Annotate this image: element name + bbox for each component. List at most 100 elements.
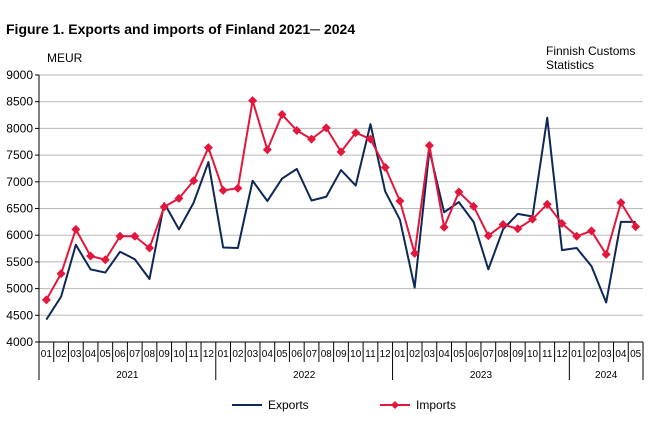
legend-line-exports-icon bbox=[232, 404, 262, 406]
imports-point-9 bbox=[174, 193, 184, 203]
imports-point-32 bbox=[513, 224, 523, 234]
imports-point-25 bbox=[410, 248, 420, 258]
x-tick-label-37: 02 bbox=[586, 349, 598, 360]
x-tick-label-17: 06 bbox=[291, 349, 303, 360]
x-tick-label-0: 01 bbox=[41, 349, 53, 360]
gridlines bbox=[39, 74, 643, 316]
x-tick-label-27: 04 bbox=[439, 349, 451, 360]
imports-point-7 bbox=[144, 243, 154, 253]
imports-point-16 bbox=[277, 110, 287, 120]
x-tick-label-20: 09 bbox=[335, 349, 347, 360]
series-line-exports bbox=[45, 116, 636, 321]
x-tick-label-4: 05 bbox=[100, 349, 112, 360]
y-axis-unit-label: MEUR bbox=[47, 51, 83, 65]
y-tick-label-5000: 5000 bbox=[6, 282, 33, 296]
y-tick-label-8500: 8500 bbox=[6, 95, 33, 109]
imports-point-31 bbox=[498, 220, 508, 230]
x-tick-label-19: 08 bbox=[321, 349, 333, 360]
imports-point-36 bbox=[572, 231, 582, 241]
imports-point-20 bbox=[336, 147, 346, 157]
imports-point-27 bbox=[439, 222, 449, 232]
y-tick-label-5500: 5500 bbox=[6, 255, 33, 269]
imports-point-2 bbox=[71, 224, 81, 234]
x-year-label-2021: 2021 bbox=[116, 370, 139, 381]
x-tick-label-3: 04 bbox=[85, 349, 97, 360]
x-tick-label-33: 10 bbox=[527, 349, 539, 360]
imports-point-8 bbox=[159, 202, 169, 212]
source-line-2: Statistics bbox=[546, 58, 595, 72]
x-tick-label-1: 02 bbox=[56, 349, 68, 360]
series-layer bbox=[41, 96, 641, 321]
imports-point-14 bbox=[248, 96, 258, 106]
x-tick-label-34: 11 bbox=[542, 349, 553, 360]
x-tick-label-26: 03 bbox=[424, 349, 436, 360]
x-year-label-2024: 2024 bbox=[595, 370, 618, 381]
imports-point-34 bbox=[542, 199, 552, 209]
x-tick-label-21: 10 bbox=[350, 349, 362, 360]
imports-point-0 bbox=[41, 295, 51, 305]
x-tick-label-31: 08 bbox=[497, 349, 509, 360]
x-tick-label-32: 09 bbox=[512, 349, 524, 360]
legend-item-imports: Imports bbox=[380, 398, 456, 412]
x-tick-label-6: 07 bbox=[129, 349, 141, 360]
x-year-label-2023: 2023 bbox=[470, 370, 493, 381]
imports-point-30 bbox=[483, 231, 493, 241]
x-tick-label-5: 06 bbox=[114, 349, 126, 360]
imports-point-12 bbox=[218, 185, 228, 195]
imports-point-3 bbox=[86, 251, 96, 261]
legend-label-imports: Imports bbox=[416, 398, 457, 412]
x-tick-label-14: 03 bbox=[247, 349, 259, 360]
imports-point-6 bbox=[130, 231, 140, 241]
legend-item-exports: Exports bbox=[232, 398, 309, 412]
x-tick-label-35: 12 bbox=[556, 349, 568, 360]
x-tick-label-9: 10 bbox=[173, 349, 185, 360]
imports-point-18 bbox=[307, 134, 317, 144]
imports-point-26 bbox=[424, 140, 434, 150]
x-tick-label-2: 03 bbox=[70, 349, 82, 360]
x-tick-label-15: 04 bbox=[262, 349, 274, 360]
y-tick-label-6000: 6000 bbox=[6, 228, 33, 242]
imports-point-1 bbox=[56, 269, 66, 279]
source-line-1: Finnish Customs bbox=[546, 44, 636, 58]
y-tick-label-4000: 4000 bbox=[6, 335, 33, 349]
x-year-label-2022: 2022 bbox=[293, 370, 316, 381]
x-tick-label-12: 01 bbox=[218, 349, 230, 360]
x-tick-label-40: 05 bbox=[630, 349, 642, 360]
imports-point-28 bbox=[454, 187, 464, 197]
chart-title: Figure 1. Exports and imports of Finland… bbox=[6, 21, 356, 37]
x-tick-label-22: 11 bbox=[365, 349, 376, 360]
imports-point-38 bbox=[601, 249, 611, 259]
y-tick-label-9000: 9000 bbox=[6, 68, 33, 82]
imports-point-22 bbox=[365, 134, 375, 144]
x-tick-label-29: 06 bbox=[468, 349, 480, 360]
x-tick-label-24: 01 bbox=[394, 349, 406, 360]
x-tick-label-10: 11 bbox=[188, 349, 199, 360]
imports-point-33 bbox=[528, 214, 538, 224]
x-tick-label-8: 09 bbox=[159, 349, 171, 360]
imports-point-39 bbox=[616, 198, 626, 208]
x-tick-label-13: 02 bbox=[232, 349, 244, 360]
x-tick-label-36: 01 bbox=[571, 349, 583, 360]
imports-point-11 bbox=[203, 143, 213, 153]
imports-point-10 bbox=[189, 176, 199, 186]
x-tick-label-18: 07 bbox=[306, 349, 318, 360]
imports-point-13 bbox=[233, 183, 243, 193]
y-tick-label-7500: 7500 bbox=[6, 148, 33, 162]
x-tick-label-25: 02 bbox=[409, 349, 421, 360]
imports-point-5 bbox=[115, 231, 125, 241]
imports-point-35 bbox=[557, 218, 567, 228]
x-tick-label-28: 05 bbox=[453, 349, 465, 360]
imports-point-23 bbox=[380, 162, 390, 172]
imports-point-24 bbox=[395, 196, 405, 206]
imports-point-37 bbox=[586, 226, 596, 236]
imports-point-4 bbox=[100, 255, 110, 265]
source-note: Finnish Customs Statistics bbox=[546, 44, 656, 72]
y-tick-label-4500: 4500 bbox=[6, 308, 33, 322]
imports-point-19 bbox=[321, 123, 331, 133]
x-tick-label-11: 12 bbox=[203, 349, 215, 360]
imports-point-15 bbox=[262, 145, 272, 155]
x-tick-label-39: 04 bbox=[615, 349, 627, 360]
x-tick-label-38: 03 bbox=[601, 349, 613, 360]
imports-point-21 bbox=[351, 128, 361, 138]
